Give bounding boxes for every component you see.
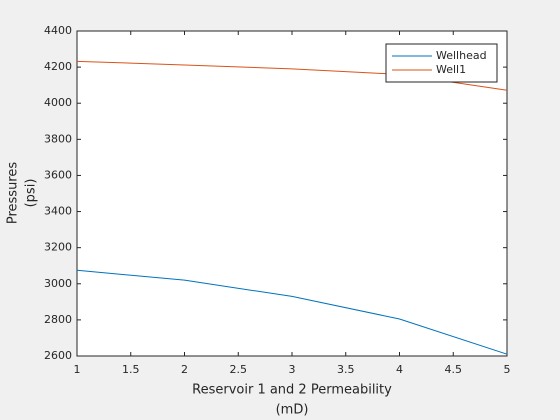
x-axis-label: Reservoir 1 and 2 Permeability — [192, 383, 392, 398]
x-tick-label: 1 — [74, 363, 81, 376]
x-tick-label: 3.5 — [337, 363, 355, 376]
x-axis-label: (mD) — [276, 403, 309, 418]
x-tick-label: 2 — [181, 363, 188, 376]
x-tick-label: 1.5 — [122, 363, 140, 376]
y-tick-label: 3000 — [44, 277, 72, 290]
axes-box — [76, 30, 508, 357]
x-tick-label: 4 — [396, 363, 403, 376]
legend-box — [385, 43, 498, 83]
x-tick-label: 5 — [504, 363, 511, 376]
y-axis-label: (psi) — [24, 179, 39, 208]
y-tick-label: 3400 — [44, 205, 72, 218]
y-tick-label: 2800 — [44, 313, 72, 326]
y-tick-label: 2600 — [44, 349, 72, 362]
x-tick-label: 4.5 — [445, 363, 463, 376]
y-tick-label: 3200 — [44, 241, 72, 254]
y-tick-label: 3600 — [44, 168, 72, 181]
legend-label: Well1 — [436, 63, 466, 76]
x-tick-label: 3 — [289, 363, 296, 376]
y-axis-label: Pressures — [6, 162, 21, 225]
plot-area — [77, 31, 507, 356]
y-tick-label: 4400 — [44, 24, 72, 37]
legend-label: Wellhead — [436, 49, 487, 62]
y-tick-label: 4200 — [44, 60, 72, 73]
x-tick-label: 2.5 — [230, 363, 248, 376]
y-tick-label: 3800 — [44, 132, 72, 145]
series-line — [76, 269, 508, 355]
y-tick-label: 4000 — [44, 96, 72, 109]
